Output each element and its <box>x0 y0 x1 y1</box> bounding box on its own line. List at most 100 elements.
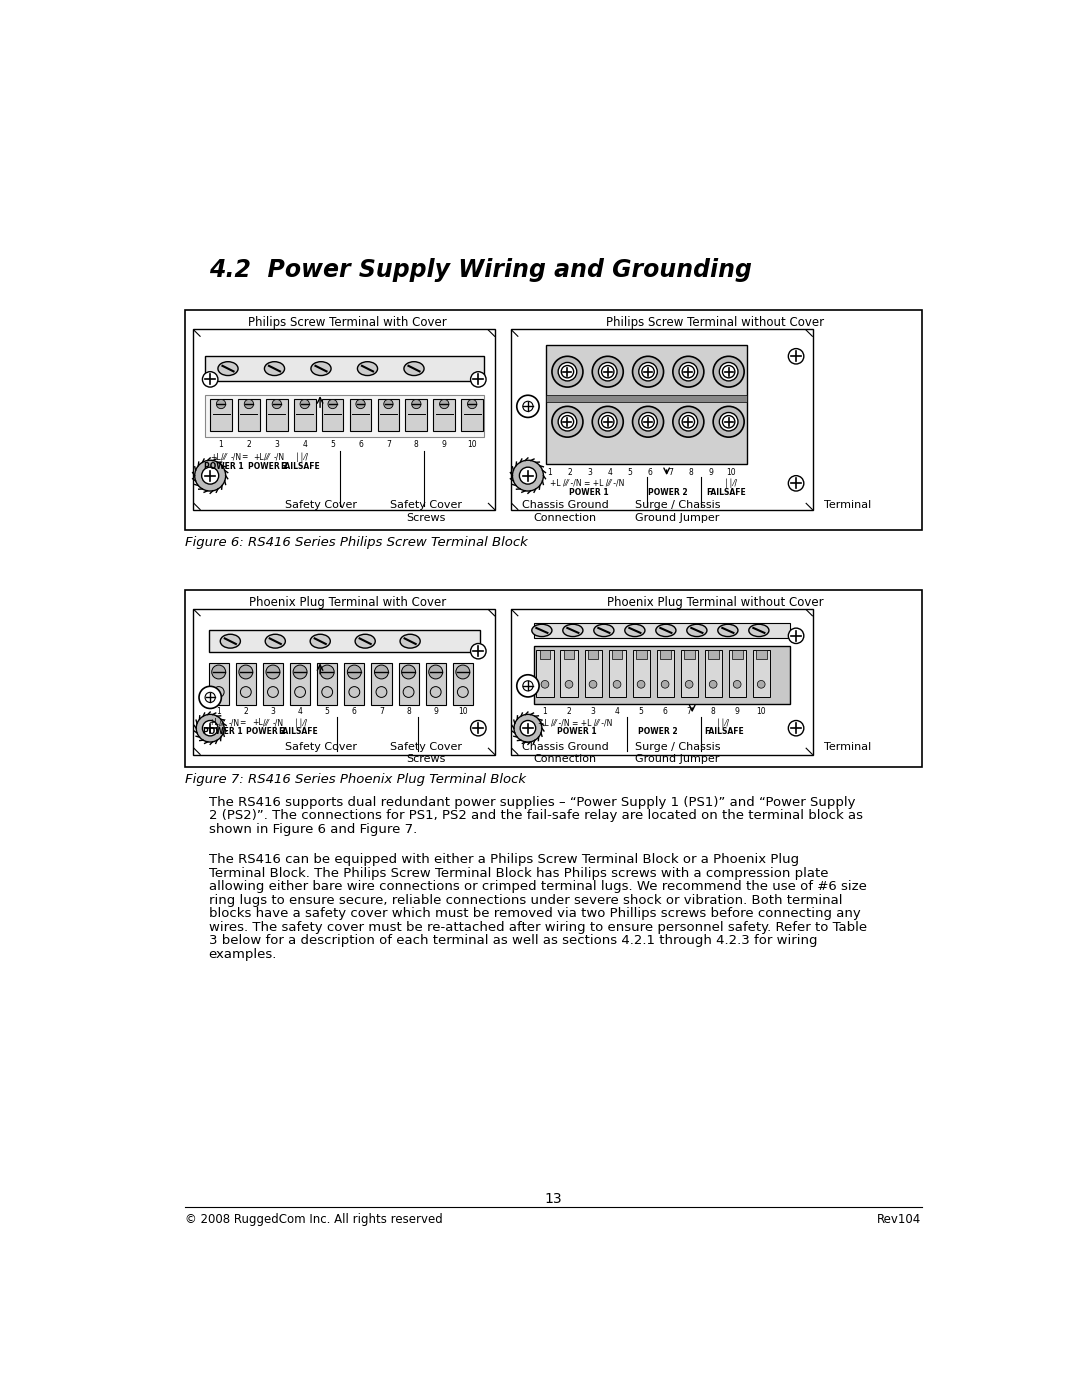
Text: +L: +L <box>208 718 219 728</box>
Text: 1: 1 <box>216 707 221 717</box>
Ellipse shape <box>355 634 375 648</box>
Bar <box>611 650 622 659</box>
Circle shape <box>202 467 219 485</box>
Text: 6: 6 <box>663 707 667 717</box>
Text: Surge / Chassis
Ground Jumper: Surge / Chassis Ground Jumper <box>635 500 720 522</box>
Text: 4: 4 <box>298 707 302 717</box>
Circle shape <box>683 366 694 377</box>
Bar <box>756 650 767 659</box>
Circle shape <box>458 686 469 697</box>
Bar <box>350 398 372 432</box>
Text: 7: 7 <box>386 440 391 450</box>
Text: Surge / Chassis
Ground Jumper: Surge / Chassis Ground Jumper <box>635 742 720 764</box>
Circle shape <box>356 400 365 409</box>
Bar <box>208 630 480 652</box>
Ellipse shape <box>718 624 738 637</box>
Circle shape <box>541 680 549 689</box>
Text: 7: 7 <box>379 707 383 717</box>
Circle shape <box>552 356 583 387</box>
Bar <box>564 650 575 659</box>
Circle shape <box>523 680 534 692</box>
Text: /⁄⁄: /⁄⁄ <box>219 718 225 728</box>
Text: FAILSAFE: FAILSAFE <box>279 728 319 736</box>
Circle shape <box>723 415 734 427</box>
Bar <box>453 662 473 705</box>
Bar <box>205 356 484 381</box>
Ellipse shape <box>311 362 332 376</box>
Text: =: = <box>241 453 247 461</box>
Bar <box>561 650 578 697</box>
Text: 2 (PS2)”. The connections for PS1, PS2 and the fail-safe relay are located on th: 2 (PS2)”. The connections for PS1, PS2 a… <box>208 809 863 823</box>
Bar <box>372 662 392 705</box>
Ellipse shape <box>594 624 613 637</box>
Circle shape <box>788 349 804 365</box>
Text: POWER 1: POWER 1 <box>568 488 608 497</box>
Bar <box>186 590 921 767</box>
Circle shape <box>429 665 443 679</box>
Text: 5: 5 <box>638 707 644 717</box>
Circle shape <box>471 721 486 736</box>
Text: ││⁄/: ││⁄/ <box>724 479 738 488</box>
Bar <box>238 398 260 432</box>
Circle shape <box>683 415 694 427</box>
Text: ││⁄/: ││⁄/ <box>716 718 729 728</box>
Bar <box>729 650 745 697</box>
Text: 1: 1 <box>542 707 548 717</box>
Circle shape <box>788 721 804 736</box>
Circle shape <box>713 356 744 387</box>
Circle shape <box>205 693 215 703</box>
Text: ring lugs to ensure secure, reliable connections under severe shock or vibration: ring lugs to ensure secure, reliable con… <box>208 894 842 907</box>
Text: allowing either bare wire connections or crimped terminal lugs. We recommend the: allowing either bare wire connections or… <box>208 880 866 893</box>
Text: 8: 8 <box>414 440 419 450</box>
Ellipse shape <box>400 634 420 648</box>
Bar <box>545 345 747 464</box>
Circle shape <box>322 686 333 697</box>
Ellipse shape <box>656 624 676 637</box>
Ellipse shape <box>748 624 769 637</box>
Bar <box>680 650 698 697</box>
Circle shape <box>241 686 252 697</box>
Bar <box>291 662 310 705</box>
Bar <box>433 398 455 432</box>
Text: 8: 8 <box>711 707 716 717</box>
Circle shape <box>194 460 226 490</box>
Circle shape <box>239 665 253 679</box>
Text: 4.2  Power Supply Wiring and Grounding: 4.2 Power Supply Wiring and Grounding <box>208 258 752 282</box>
Text: 7: 7 <box>687 707 691 717</box>
Text: 1: 1 <box>548 468 552 476</box>
Circle shape <box>521 721 536 736</box>
Circle shape <box>613 680 621 689</box>
Circle shape <box>788 475 804 490</box>
Text: POWER 1: POWER 1 <box>203 728 242 736</box>
Ellipse shape <box>357 362 378 376</box>
Text: 9: 9 <box>433 707 438 717</box>
Text: The RS416 supports dual redundant power supplies – “Power Supply 1 (PS1)” and “P: The RS416 supports dual redundant power … <box>208 796 855 809</box>
Bar <box>545 395 747 402</box>
Text: blocks have a safety cover which must be removed via two Phillips screws before : blocks have a safety cover which must be… <box>208 907 861 921</box>
Circle shape <box>685 680 693 689</box>
Circle shape <box>642 366 654 377</box>
Text: Figure 6: RS416 Series Philips Screw Terminal Block: Figure 6: RS416 Series Philips Screw Ter… <box>186 535 528 549</box>
Circle shape <box>300 400 309 409</box>
Text: POWER 2: POWER 2 <box>247 462 287 471</box>
Text: POWER 2: POWER 2 <box>648 488 688 497</box>
Circle shape <box>523 401 534 412</box>
Text: 3 below for a description of each terminal as well as sections 4.2.1 through 4.2: 3 below for a description of each termin… <box>208 935 818 947</box>
Circle shape <box>411 400 421 409</box>
Circle shape <box>244 400 254 409</box>
Text: POWER 1: POWER 1 <box>557 728 596 736</box>
Bar <box>732 650 743 659</box>
Text: 13: 13 <box>544 1192 563 1206</box>
Text: +L /⁄⁄ -/N = +L /⁄⁄ -/N: +L /⁄⁄ -/N = +L /⁄⁄ -/N <box>550 479 624 488</box>
Text: 5: 5 <box>325 707 329 717</box>
Circle shape <box>328 400 337 409</box>
Text: 10: 10 <box>458 707 468 717</box>
Text: POWER 2: POWER 2 <box>246 728 286 736</box>
Circle shape <box>514 714 542 742</box>
Circle shape <box>633 356 663 387</box>
Text: 10: 10 <box>726 468 735 476</box>
Text: 3: 3 <box>591 707 595 717</box>
Bar <box>511 609 813 756</box>
Text: -/N: -/N <box>272 718 283 728</box>
Text: © 2008 RuggedCom Inc. All rights reserved: © 2008 RuggedCom Inc. All rights reserve… <box>186 1214 443 1227</box>
